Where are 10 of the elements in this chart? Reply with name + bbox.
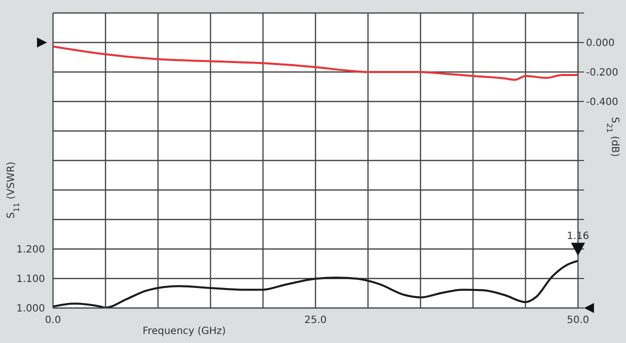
y-tick-label: 1.200 [16, 244, 45, 256]
y2-tick-label: 0.000 [586, 38, 615, 50]
y2-tick-label: -0.200 [586, 68, 618, 79]
y-tick-label: 1.000 [16, 304, 45, 315]
x-axis-title: Frequency (GHz) [142, 326, 226, 337]
x-tick-label: 50.0 [566, 315, 590, 326]
x-tick-label: 0.0 [45, 315, 61, 326]
y2-tick-label: -0.400 [586, 97, 618, 108]
x-tick-label: 25.0 [304, 315, 327, 326]
y-tick-label: 1.100 [16, 274, 45, 286]
